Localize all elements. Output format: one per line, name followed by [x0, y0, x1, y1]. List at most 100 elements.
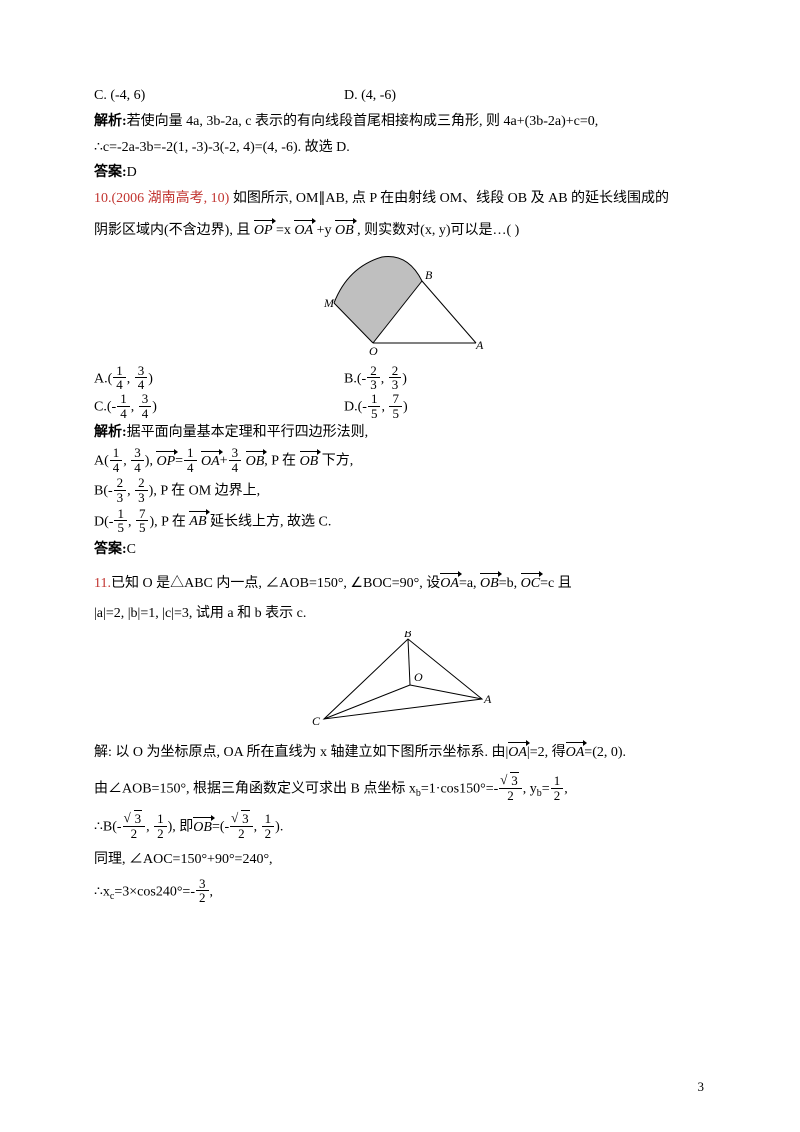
- f: 4: [113, 378, 126, 392]
- q10-optB: B.(-23, 23): [344, 365, 407, 393]
- q10-optD: D.(-15, 75): [344, 393, 408, 421]
- f: 3: [229, 446, 242, 461]
- vec-OB: OB: [193, 816, 212, 840]
- t: ∴x: [94, 884, 110, 899]
- f: 2: [551, 789, 564, 803]
- f: 1: [551, 774, 564, 789]
- vec-OB: OB: [246, 450, 265, 474]
- page-number: 3: [698, 1076, 705, 1098]
- q9-analysis: 解析:若使向量 4a, 3b-2a, c 表示的有向线段首尾相接构成三角形, 则…: [94, 110, 710, 134]
- f: 4: [117, 407, 130, 421]
- q11-sol-4: 同理, ∠AOC=150°+90°=240°,: [94, 848, 710, 872]
- f: 1: [154, 812, 167, 827]
- svg-text:A: A: [483, 692, 492, 706]
- t: =a,: [459, 576, 477, 591]
- q11-number: 11.: [94, 576, 111, 591]
- f: 1: [262, 812, 275, 827]
- q10-source: (2006 湖南高考, 10): [112, 191, 230, 206]
- neg: -: [108, 484, 113, 499]
- f: 1: [368, 392, 381, 407]
- f: 5: [136, 521, 149, 535]
- f: 3: [131, 446, 144, 461]
- t: =3×cos240°=: [114, 884, 190, 899]
- t: , y: [523, 782, 537, 797]
- q9-analysis-text: 若使向量 4a, 3b-2a, c 表示的有向线段首尾相接构成三角形, 则 4a…: [127, 114, 599, 129]
- q10-s2d: , 则实数对(x, y)可以是…( ): [357, 223, 519, 238]
- answer-label: 答案:: [94, 542, 127, 557]
- t: =c 且: [540, 576, 572, 591]
- optB-label: B.: [344, 371, 357, 386]
- f: 3: [367, 378, 380, 392]
- f: 3: [135, 364, 148, 379]
- vec-OC: OC: [521, 572, 540, 596]
- vec-OP: OP: [156, 450, 175, 474]
- t: A(: [94, 454, 109, 469]
- f: 2: [367, 364, 380, 379]
- f: 7: [136, 507, 149, 522]
- t: 由∠AOB=150°, 根据三角函数定义可求出 B 点坐标 x: [94, 782, 416, 797]
- f: 1: [184, 446, 197, 461]
- q11-s1a: 已知 O 是△ABC 内一点, ∠AOB=150°, ∠BOC=90°, 设: [111, 576, 440, 591]
- vec-OA: OA: [566, 741, 585, 765]
- t: |=2, 得: [527, 745, 566, 760]
- q10-s2a: 阴影区域内(不含边界), 且: [94, 223, 250, 238]
- q10-s2c: +y: [317, 223, 332, 238]
- q11-sol-5: ∴xc=3×cos240°=-32,: [94, 878, 710, 906]
- f: 1: [114, 507, 127, 522]
- t: ,: [146, 820, 153, 835]
- t: ,: [564, 782, 568, 797]
- t: 下方,: [322, 454, 354, 469]
- optA-label: A.: [94, 371, 108, 386]
- svg-text:A: A: [475, 338, 484, 352]
- t: 延长线上方, 故选 C.: [210, 514, 331, 529]
- f: 3: [114, 491, 127, 505]
- t: =(: [212, 820, 225, 835]
- f: 3: [389, 378, 402, 392]
- t: ,: [254, 820, 261, 835]
- f: 1: [113, 364, 126, 379]
- neg: -: [362, 371, 367, 386]
- optC-label: C.: [94, 399, 107, 414]
- f: 3: [510, 772, 519, 788]
- f: 3: [196, 877, 209, 892]
- f: 2: [235, 827, 248, 841]
- f: 3: [135, 491, 148, 505]
- f: 4: [135, 378, 148, 392]
- f: 2: [262, 827, 275, 841]
- f: 1: [110, 446, 123, 461]
- f: 4: [229, 461, 242, 475]
- vec-OB: OB: [480, 572, 499, 596]
- answer-label: 答案:: [94, 165, 127, 180]
- analysis-label: 解析:: [94, 114, 127, 129]
- t: 解: 以 O 为坐标原点, OA 所在直线为 x 轴建立如下图所示坐标系. 由|: [94, 745, 508, 760]
- q10-optC: C.(-14, 34): [94, 393, 344, 421]
- f: 2: [154, 827, 167, 841]
- neg: -: [190, 884, 195, 899]
- f: 5: [114, 521, 127, 535]
- svg-text:B: B: [404, 631, 412, 640]
- q10-analysis: 解析:据平面向量基本定理和平行四边形法则,: [94, 421, 710, 445]
- q11-sol-3: ∴B(-32, 12), 即OB=(-32, 12).: [94, 813, 710, 841]
- q10-lineB: B(-23, 23), P 在 OM 边界上,: [94, 477, 710, 505]
- t: ),: [145, 454, 157, 469]
- t: =: [542, 782, 550, 797]
- t: ∴B(: [94, 820, 117, 835]
- neg: -: [109, 514, 114, 529]
- f: 3: [134, 810, 143, 826]
- page: C. (-4, 6) D. (4, -6) 解析:若使向量 4a, 3b-2a,…: [0, 0, 800, 1132]
- vec-OA: OA: [508, 741, 527, 765]
- q10-text1: 如图所示, OM∥AB, 点 P 在由射线 OM、线段 OB 及 AB 的延长线…: [229, 191, 669, 206]
- f: 4: [184, 461, 197, 475]
- t: =b,: [499, 576, 517, 591]
- f: 5: [368, 407, 381, 421]
- f: 5: [389, 407, 402, 421]
- t: ).: [275, 820, 283, 835]
- q9-optC: C. (-4, 6): [94, 84, 344, 108]
- svg-text:M: M: [323, 296, 335, 310]
- f: 1: [117, 392, 130, 407]
- q11-diagram: A B C O: [302, 631, 502, 735]
- q9-answer: 答案:D: [94, 161, 710, 185]
- t: , P 在: [264, 454, 296, 469]
- svg-text:C: C: [312, 714, 321, 728]
- f: 3: [241, 810, 250, 826]
